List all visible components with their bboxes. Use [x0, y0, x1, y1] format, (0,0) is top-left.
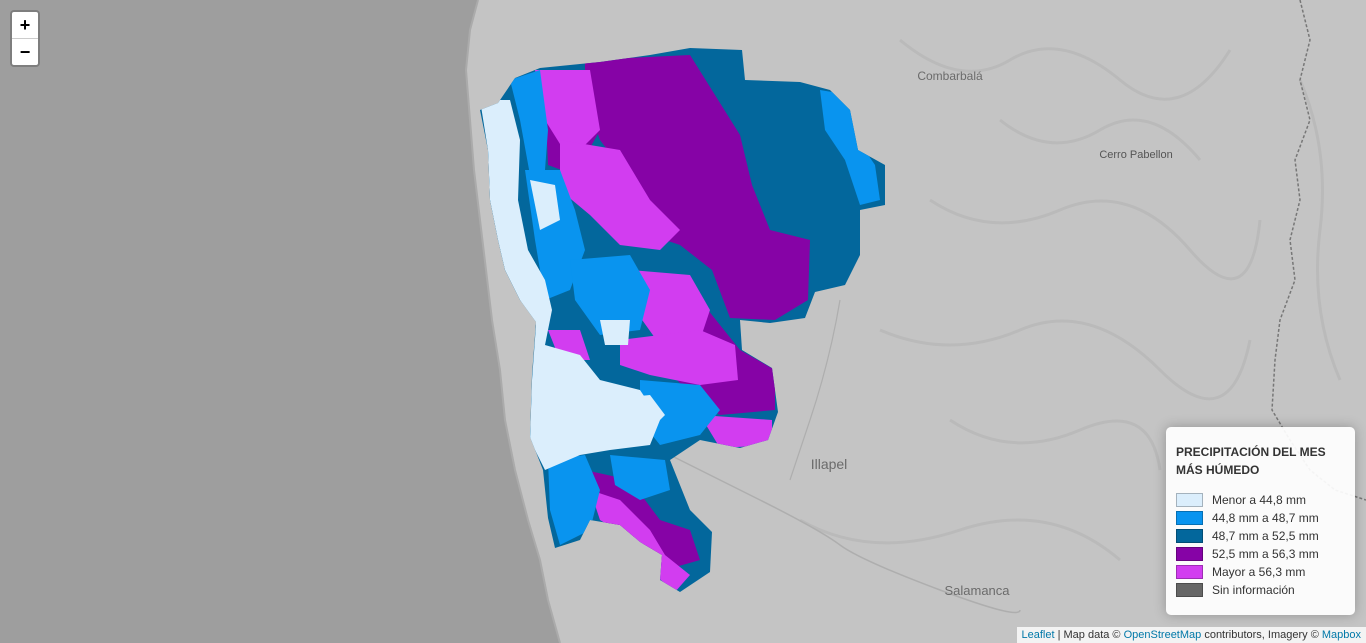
class-52-56-area[interactable] [585, 55, 810, 320]
legend-item: 48,7 mm a 52,5 mm [1176, 527, 1345, 545]
class-44-48-area[interactable] [570, 255, 650, 335]
class-above-56-area[interactable] [620, 330, 738, 385]
legend-label: 44,8 mm a 48,7 mm [1212, 511, 1319, 525]
class-above-56-area[interactable] [590, 490, 690, 592]
class-below-44-area[interactable] [530, 180, 560, 230]
class-44-48-area[interactable] [510, 70, 548, 175]
map-legend: PRECIPITACIÓN DEL MES MÁS HÚMEDO Menor a… [1166, 427, 1355, 615]
legend-item: Menor a 44,8 mm [1176, 491, 1345, 509]
zoom-control: + − [10, 10, 40, 67]
zoom-out-button[interactable]: − [19, 42, 31, 62]
zoom-in-button[interactable]: + [12, 12, 38, 39]
class-52-56-area[interactable] [585, 470, 700, 570]
legend-swatch [1176, 547, 1203, 561]
place-label-cerro-pabellon: Cerro Pabellon [1099, 149, 1172, 161]
class-above-56-area[interactable] [630, 270, 710, 345]
legend-item: 44,8 mm a 48,7 mm [1176, 509, 1345, 527]
class-above-56-area[interactable] [560, 140, 680, 250]
legend-label: Menor a 44,8 mm [1212, 493, 1307, 507]
class-below-44-area[interactable] [600, 320, 630, 345]
class-above-56-area[interactable] [700, 415, 772, 448]
legend-swatch [1176, 529, 1203, 543]
legend-swatch [1176, 583, 1203, 597]
place-label-salamanca: Salamanca [944, 583, 1010, 598]
river [789, 299, 841, 481]
legend-label: Sin información [1212, 583, 1295, 597]
terrain-shading [799, 38, 1342, 562]
legend-swatch [1176, 493, 1203, 507]
legend-item: Sin información [1176, 581, 1345, 599]
coastline [464, 0, 561, 643]
legend-label: Mayor a 56,3 mm [1212, 565, 1306, 579]
legend-title: PRECIPITACIÓN DEL MES MÁS HÚMEDO [1176, 445, 1326, 477]
leaflet-link[interactable]: Leaflet [1021, 629, 1055, 641]
attribution-text: contributors, Imagery © [1201, 629, 1322, 641]
legend-label: 48,7 mm a 52,5 mm [1212, 529, 1319, 543]
mapbox-link[interactable]: Mapbox [1321, 629, 1361, 641]
class-44-48-area[interactable] [610, 455, 670, 500]
class-44-48-area[interactable] [820, 90, 880, 205]
place-label-combarbala: Combarbalá [917, 69, 983, 83]
legend-item: Mayor a 56,3 mm [1176, 563, 1345, 581]
class-44-48-area[interactable] [548, 455, 600, 545]
legend-label: 52,5 mm a 56,3 mm [1212, 547, 1319, 561]
class-above-56-area[interactable] [535, 70, 600, 160]
attribution-bar: Leaflet | Map data © OpenStreetMap contr… [1016, 627, 1366, 643]
river [639, 439, 1021, 614]
class-44-48-area[interactable] [640, 380, 720, 445]
legend-swatch [1176, 511, 1203, 525]
legend-swatch [1176, 565, 1203, 579]
openstreetmap-link[interactable]: OpenStreetMap [1123, 629, 1202, 641]
class-below-44-area[interactable] [600, 395, 665, 440]
place-label-illapel: Illapel [811, 456, 848, 472]
attribution-text: | Map data © [1054, 629, 1124, 641]
legend-item: 52,5 mm a 56,3 mm [1176, 545, 1345, 563]
